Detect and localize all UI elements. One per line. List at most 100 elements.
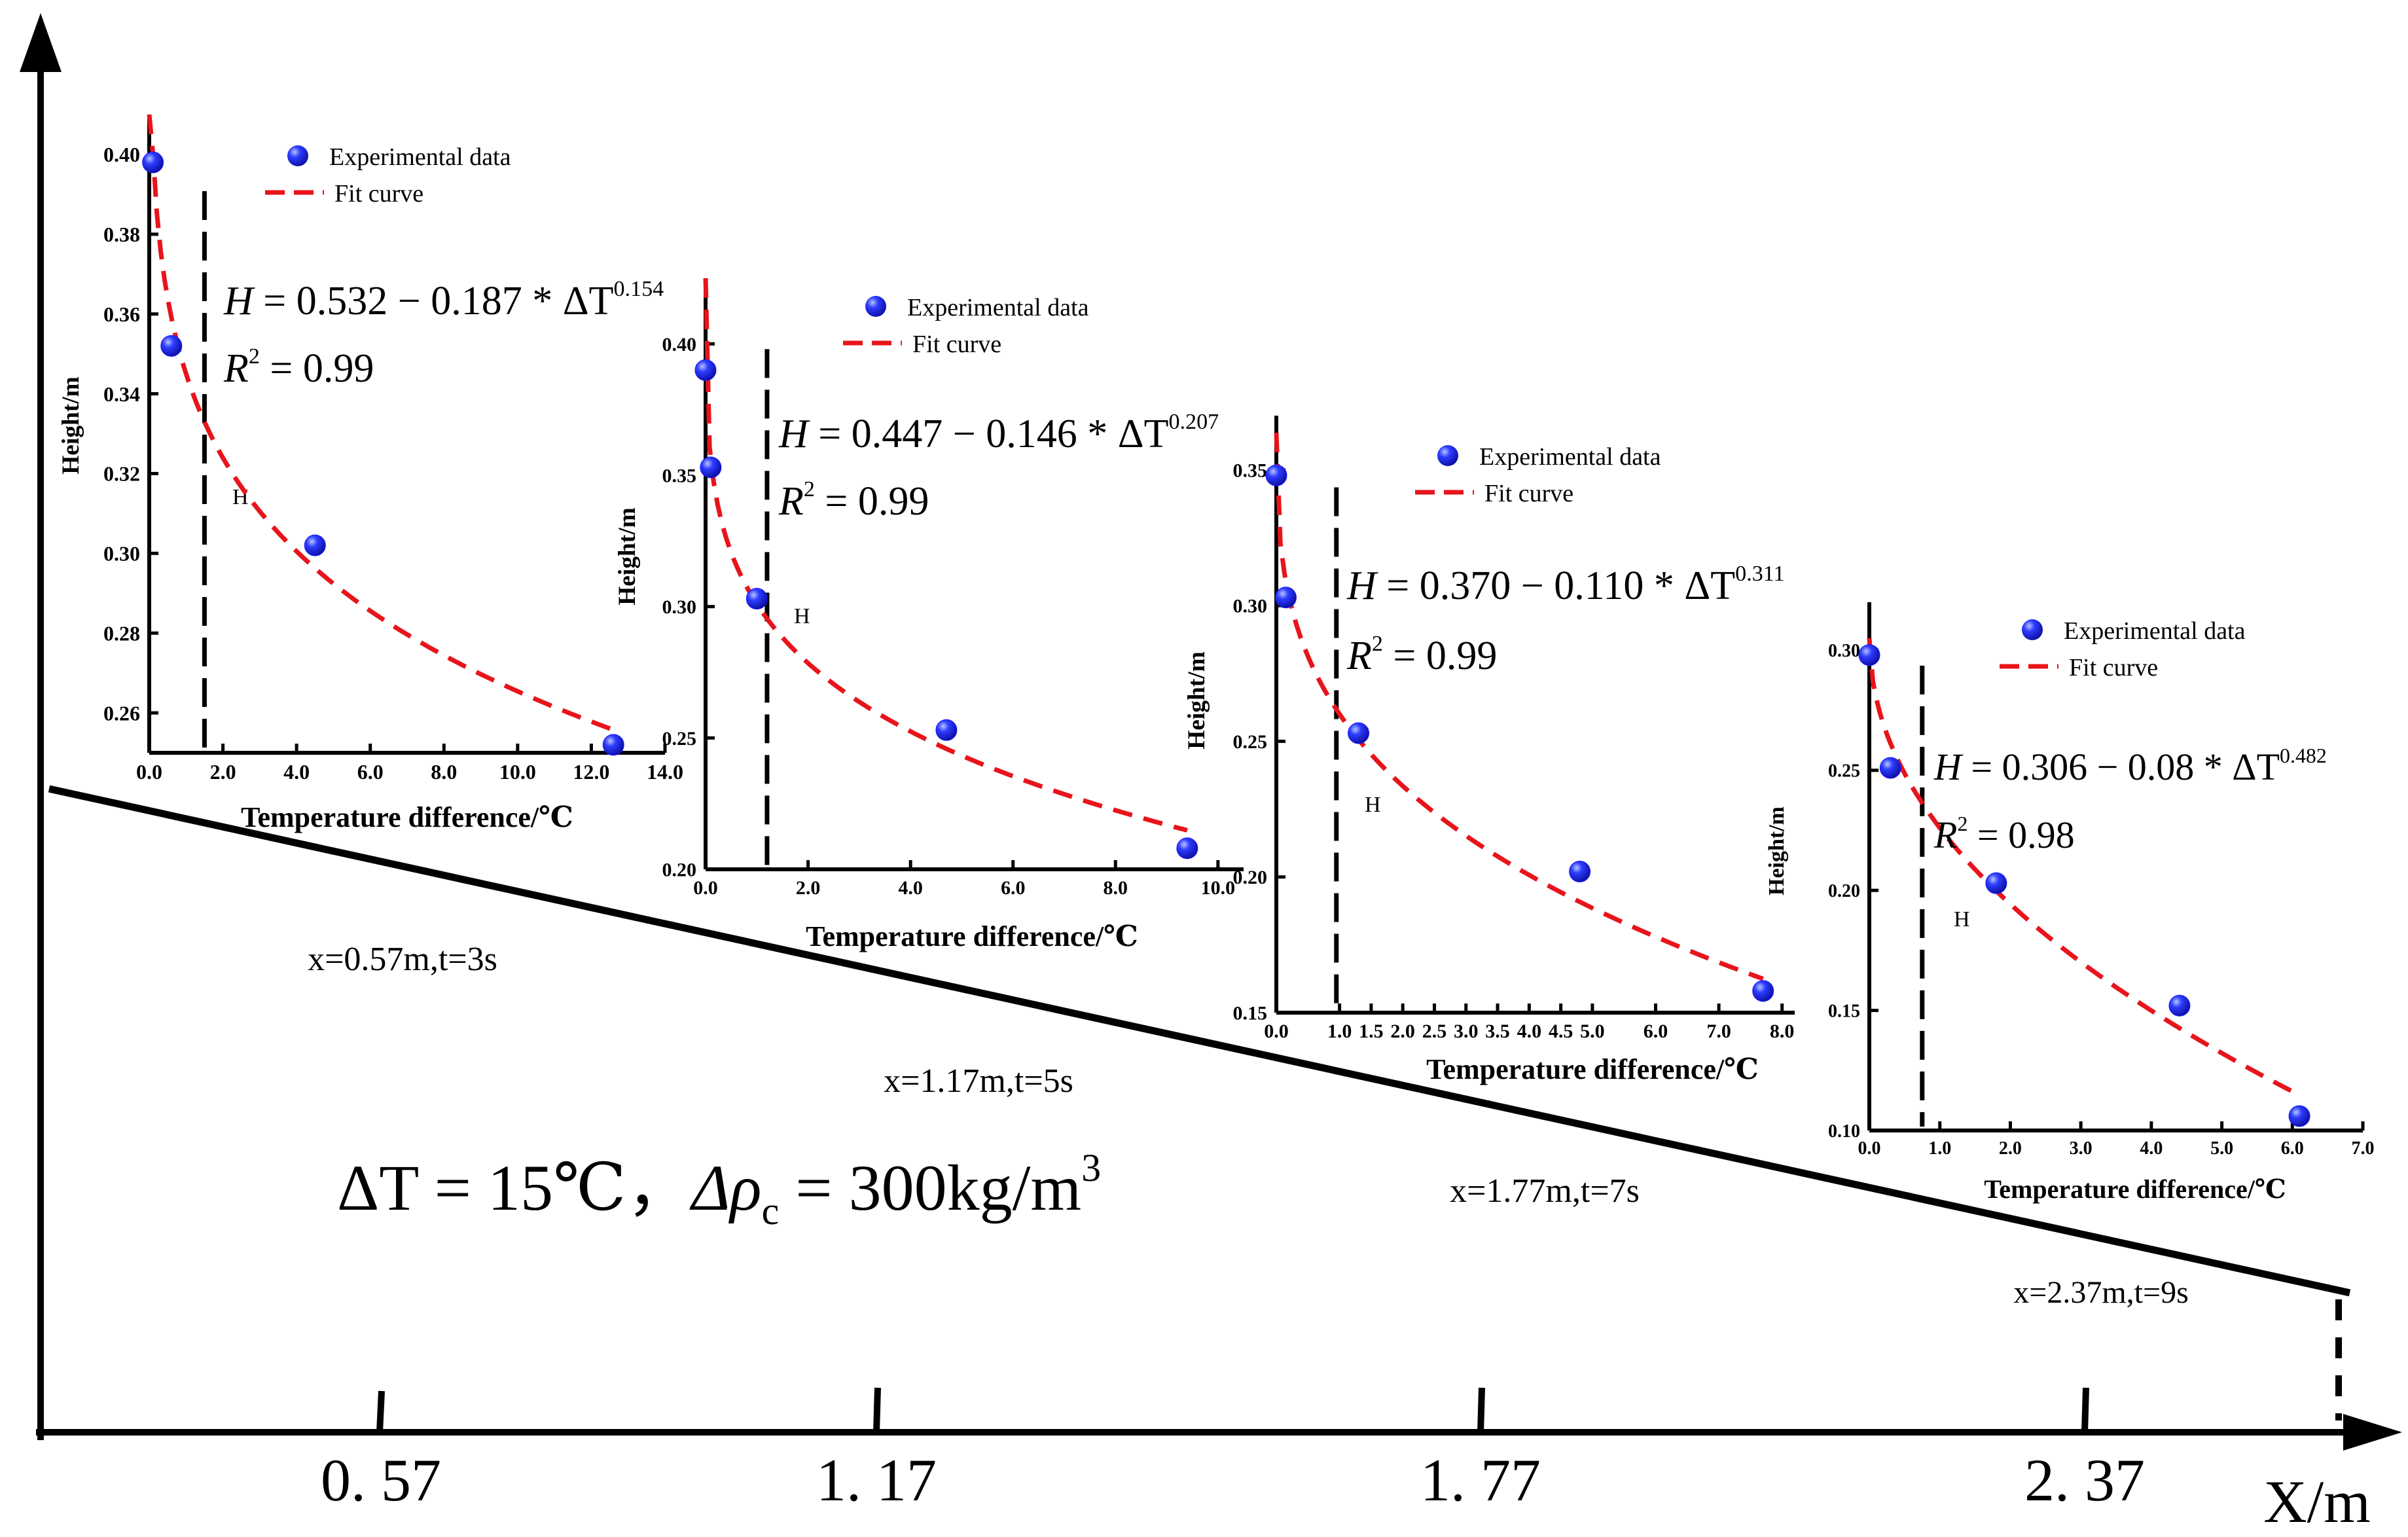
inset-y-tick-label: 0.34 bbox=[103, 382, 140, 406]
inset-data-point bbox=[2168, 994, 2191, 1017]
equation-lhs: H bbox=[778, 412, 810, 456]
section-label-1: x=0.57m,t=3s bbox=[308, 941, 497, 978]
r2-value: = 0.98 bbox=[1968, 814, 2074, 856]
inset-chart-4: 0.10 0.15 0.20 0.25 0.30 0.0 1.0 2.0 3.0 4.0 5.0 6.… bbox=[1765, 602, 2375, 1204]
r2-exponent: 2 bbox=[1372, 632, 1383, 656]
inset-y-tick-label: 0.40 bbox=[662, 334, 697, 355]
condition-delta-t: ΔT = 15℃， bbox=[337, 1151, 692, 1224]
inset-y-tick-label: 0.20 bbox=[1233, 867, 1268, 888]
inset-x-tick-label: 12.0 bbox=[573, 760, 609, 784]
inset-data-point bbox=[1348, 722, 1370, 744]
inset-data-point bbox=[1752, 980, 1774, 1002]
inset-y-axis-label: Height/m bbox=[1765, 806, 1789, 895]
inset-data-point bbox=[1985, 872, 2007, 894]
r2-value: = 0.99 bbox=[815, 479, 929, 524]
inset-data-point bbox=[1569, 860, 1591, 882]
inset-data-point bbox=[160, 335, 183, 357]
inset-x-tick-label: 1.0 bbox=[1327, 1021, 1352, 1042]
main-y-axis-arrow bbox=[20, 13, 62, 72]
inset-y-tick-label: 0.26 bbox=[103, 701, 140, 725]
inset-x-tick-label: 7.0 bbox=[2352, 1138, 2375, 1159]
inset-y-tick-label: 0.36 bbox=[103, 302, 140, 326]
inset-y-tick-label: 0.20 bbox=[1828, 881, 1860, 901]
inset-data-point bbox=[304, 534, 326, 556]
inset-fit-curve bbox=[147, 114, 615, 732]
r2-value: = 0.99 bbox=[260, 346, 374, 391]
inset-fit-curve bbox=[1274, 432, 1764, 981]
main-x-tick bbox=[873, 1387, 881, 1433]
condition-delta-rho: Δρ bbox=[689, 1151, 762, 1224]
inset-x-tick-label: 10.0 bbox=[1201, 877, 1236, 899]
r2-base: R bbox=[1933, 814, 1957, 856]
main-x-tick bbox=[2081, 1387, 2089, 1433]
inset-x-tick-label: 2.5 bbox=[1422, 1021, 1447, 1042]
inset-data-point bbox=[2288, 1105, 2310, 1127]
inset-x-tick-label: 2.0 bbox=[1999, 1138, 2022, 1159]
section-label-3: x=1.77m,t=7s bbox=[1450, 1172, 1640, 1210]
equation-exponent: 0.311 bbox=[1735, 562, 1784, 586]
inset-y-tick-label: 0.35 bbox=[662, 465, 697, 487]
inset-x-tick-label: 7.0 bbox=[1706, 1021, 1731, 1042]
condition-annotation: ΔT = 15℃，Δρc = 300kg/m3 bbox=[337, 1146, 1101, 1233]
equation-body: = 0.532 − 0.187 * ΔT bbox=[253, 279, 614, 323]
inset-y-tick-label: 0.32 bbox=[103, 462, 140, 486]
inset-x-axis-label: Temperature difference/℃ bbox=[1426, 1053, 1759, 1085]
inset-data-point bbox=[1879, 757, 1901, 779]
inset-x-tick-label: 4.0 bbox=[898, 877, 923, 899]
r2-base: R bbox=[778, 479, 804, 524]
inset-y-tick-label: 0.15 bbox=[1828, 1001, 1860, 1021]
inset-fit-equation: H = 0.447 − 0.146 * ΔT0.207 bbox=[778, 410, 1219, 456]
inset-x-tick-label: 4.0 bbox=[1517, 1021, 1542, 1042]
legend-fit-label: Fit curve bbox=[334, 180, 423, 208]
inset-y-tick-label: 0.20 bbox=[662, 859, 697, 881]
inset-y-axis-label: Height/m bbox=[614, 507, 641, 606]
condition-delta-rho-sub: c bbox=[762, 1189, 780, 1233]
inset-x-tick-label: 1.5 bbox=[1359, 1021, 1384, 1042]
main-x-tick bbox=[376, 1390, 385, 1433]
inset-data-point bbox=[694, 359, 717, 381]
legend-point-marker bbox=[865, 296, 886, 317]
r2-exponent: 2 bbox=[1957, 812, 1968, 835]
equation-lhs: H bbox=[1933, 746, 1964, 788]
inset-r-squared: R2 = 0.99 bbox=[1346, 632, 1497, 678]
inset-threshold-label: H bbox=[1954, 907, 1970, 931]
legend-point-marker bbox=[1437, 445, 1458, 466]
inset-x-tick-label: 4.0 bbox=[2140, 1138, 2163, 1159]
main-x-axis-arrow bbox=[2343, 1414, 2402, 1451]
inset-fit-equation: H = 0.370 − 0.110 * ΔT0.311 bbox=[1346, 562, 1785, 608]
inset-threshold-label: H bbox=[1365, 793, 1381, 817]
inset-y-tick-label: 0.30 bbox=[1233, 596, 1268, 617]
inset-data-point bbox=[142, 151, 164, 173]
inset-x-tick-label: 14.0 bbox=[647, 760, 683, 784]
inset-threshold-label: H bbox=[794, 604, 810, 628]
r2-base: R bbox=[1346, 634, 1372, 678]
inset-r-squared: R2 = 0.98 bbox=[1933, 812, 2075, 856]
inset-x-tick-label: 5.0 bbox=[1580, 1021, 1605, 1042]
inset-x-tick-label: 3.0 bbox=[1454, 1021, 1479, 1042]
inset-r-squared: R2 = 0.99 bbox=[778, 477, 929, 524]
inset-x-tick-label: 8.0 bbox=[1104, 877, 1128, 899]
legend-points-label: Experimental data bbox=[329, 143, 511, 171]
inset-x-axis-label: Temperature difference/℃ bbox=[241, 801, 573, 833]
inset-x-tick-label: 8.0 bbox=[431, 760, 457, 784]
inset-data-point bbox=[1858, 644, 1880, 666]
equation-lhs: H bbox=[1346, 564, 1378, 608]
legend-fit-label: Fit curve bbox=[1484, 480, 1573, 507]
inset-x-tick-label: 0.0 bbox=[1264, 1021, 1289, 1042]
inset-y-tick-label: 0.30 bbox=[103, 542, 140, 566]
inset-y-tick-label: 0.28 bbox=[103, 621, 140, 645]
inset-y-tick-label: 0.25 bbox=[662, 728, 697, 750]
inset-r-squared: R2 = 0.99 bbox=[223, 344, 374, 391]
inset-x-tick-label: 8.0 bbox=[1770, 1021, 1795, 1042]
inset-chart-2: 0.20 0.25 0.30 0.35 0.40 0.0 2.0 4.0 6.0 8.0 10.0 T… bbox=[614, 278, 1244, 952]
inset-y-axis-label: Height/m bbox=[1183, 651, 1210, 750]
inset-x-tick-label: 6.0 bbox=[357, 760, 384, 784]
main-x-tick-label: 1. 77 bbox=[1420, 1447, 1541, 1513]
inset-data-point bbox=[1274, 587, 1297, 609]
equation-exponent: 0.154 bbox=[613, 277, 664, 301]
inset-y-tick-label: 0.25 bbox=[1233, 731, 1268, 753]
inset-y-tick-label: 0.30 bbox=[1828, 641, 1860, 661]
main-x-tick-label: 0. 57 bbox=[321, 1447, 441, 1513]
inset-fit-equation: H = 0.532 − 0.187 * ΔT0.154 bbox=[223, 277, 664, 323]
